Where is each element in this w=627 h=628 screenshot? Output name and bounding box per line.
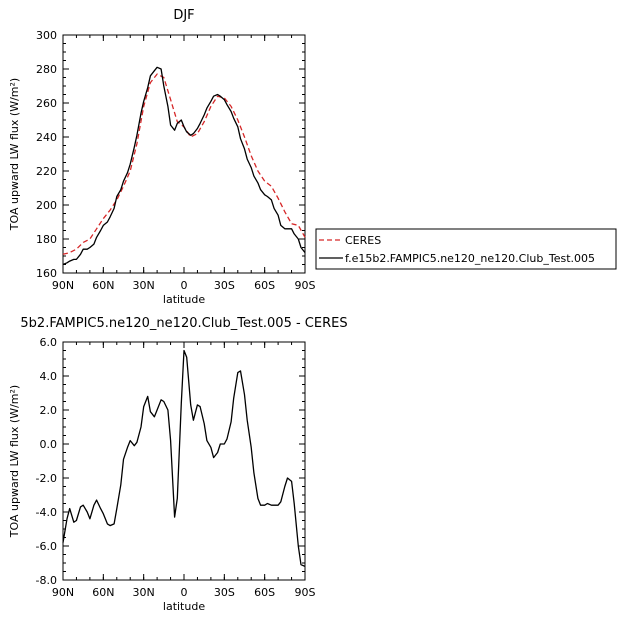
y-tick-label: -4.0 bbox=[36, 506, 57, 519]
legend-box bbox=[315, 228, 617, 270]
x-tick-label: 30N bbox=[133, 586, 155, 599]
y-tick-label: 6.0 bbox=[40, 336, 58, 349]
x-tick-label: 0 bbox=[181, 279, 188, 292]
series-line-1 bbox=[62, 349, 306, 567]
y-tick-label: -8.0 bbox=[36, 574, 57, 587]
chart-title: DJF bbox=[173, 8, 194, 23]
y-tick-label: 160 bbox=[36, 267, 57, 280]
legend-entry-1: CERES bbox=[345, 234, 381, 247]
plot-frame bbox=[62, 34, 306, 274]
x-tick-label: 30N bbox=[133, 279, 155, 292]
chart-title: 5b2.FAMPIC5.ne120_ne120.Club_Test.005 - … bbox=[20, 316, 347, 331]
y-tick-label: 0.0 bbox=[40, 438, 58, 451]
y-tick-label: 220 bbox=[36, 165, 57, 178]
x-tick-label: 90S bbox=[295, 586, 316, 599]
panel-1 bbox=[62, 34, 306, 274]
y-tick-label: 260 bbox=[36, 97, 57, 110]
y-tick-label: 2.0 bbox=[40, 404, 58, 417]
x-axis-label: latitude bbox=[163, 293, 205, 306]
x-axis-label: latitude bbox=[163, 600, 205, 613]
x-tick-label: 30S bbox=[214, 586, 235, 599]
y-axis-label: TOA upward LW flux (W/m²) bbox=[8, 385, 21, 538]
panel-2 bbox=[62, 341, 306, 581]
x-tick-label: 60N bbox=[92, 279, 114, 292]
plot-frame bbox=[62, 341, 306, 581]
y-axis-label: TOA upward LW flux (W/m²) bbox=[8, 78, 21, 231]
legend-entry-2: f.e15b2.FAMPIC5.ne120_ne120.Club_Test.00… bbox=[345, 252, 595, 265]
x-tick-label: 60S bbox=[254, 279, 275, 292]
x-tick-label: 60N bbox=[92, 586, 114, 599]
y-tick-label: -6.0 bbox=[36, 540, 57, 553]
series-line-1 bbox=[62, 73, 306, 255]
y-tick-label: 4.0 bbox=[40, 370, 58, 383]
x-tick-label: 30S bbox=[214, 279, 235, 292]
x-tick-label: 0 bbox=[181, 586, 188, 599]
y-tick-label: 180 bbox=[36, 233, 57, 246]
series-line-2 bbox=[62, 66, 306, 266]
y-tick-label: 200 bbox=[36, 199, 57, 212]
x-tick-label: 90S bbox=[295, 279, 316, 292]
legend bbox=[315, 228, 617, 270]
y-tick-label: -2.0 bbox=[36, 472, 57, 485]
y-tick-label: 300 bbox=[36, 29, 57, 42]
y-tick-label: 240 bbox=[36, 131, 57, 144]
x-tick-label: 90N bbox=[52, 586, 74, 599]
x-tick-label: 90N bbox=[52, 279, 74, 292]
y-tick-label: 280 bbox=[36, 63, 57, 76]
x-tick-label: 60S bbox=[254, 586, 275, 599]
